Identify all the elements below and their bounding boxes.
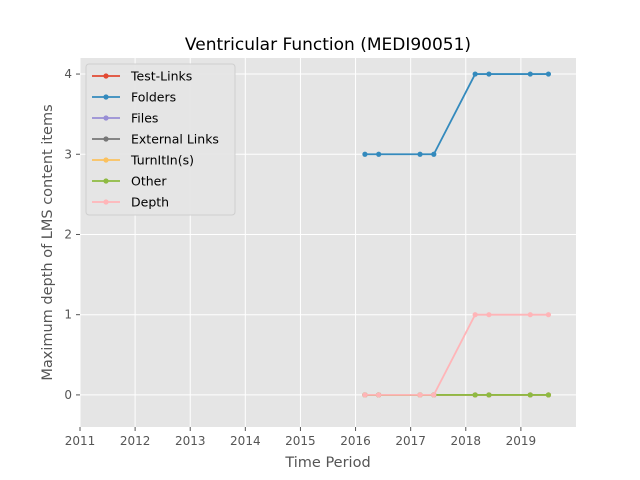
legend-swatch-marker bbox=[103, 73, 109, 79]
data-point-depth bbox=[431, 392, 437, 398]
data-point-depth bbox=[362, 392, 368, 398]
data-point-depth bbox=[376, 392, 382, 398]
data-point-other bbox=[527, 392, 533, 398]
data-point-folders bbox=[486, 71, 492, 77]
legend-label: Other bbox=[131, 174, 167, 189]
y-tick-label: 1 bbox=[64, 308, 72, 322]
x-axis-label: Time Period bbox=[284, 455, 370, 471]
legend-swatch-marker bbox=[103, 199, 109, 205]
x-tick-label: 2018 bbox=[451, 434, 482, 448]
data-point-folders bbox=[527, 71, 533, 77]
data-point-folders bbox=[431, 151, 437, 157]
series-folders bbox=[362, 71, 552, 157]
data-point-other bbox=[545, 392, 552, 398]
x-tick-label: 2015 bbox=[285, 434, 316, 448]
legend-frame bbox=[85, 63, 236, 216]
legend-swatch-marker bbox=[103, 178, 109, 184]
x-tick-label: 2017 bbox=[395, 434, 426, 448]
legend-entry-folders: Folders bbox=[92, 90, 176, 105]
x-tick-label: 2013 bbox=[175, 434, 206, 448]
data-point-other bbox=[486, 392, 492, 398]
data-point-depth bbox=[486, 312, 492, 318]
axes: 2011 2012 2013 2014 2015 2016 2017 2018 2019 0 1 2 3… bbox=[64, 67, 536, 448]
data-point-depth bbox=[472, 312, 478, 318]
data-point-depth bbox=[527, 312, 533, 318]
y-axis-label: Maximum depth of LMS content items bbox=[40, 104, 56, 380]
chart-title: Ventricular Function (MEDI90051) bbox=[185, 35, 471, 55]
data-point-other bbox=[472, 392, 478, 398]
data-point-depth bbox=[545, 312, 552, 318]
data-point-depth bbox=[417, 392, 423, 398]
legend-label: TurnItIn(s) bbox=[130, 153, 194, 168]
x-tick-label: 2011 bbox=[65, 434, 96, 448]
data-point-folders bbox=[545, 71, 552, 77]
x-tick-label: 2012 bbox=[120, 434, 151, 448]
series-line-depth bbox=[364, 313, 549, 396]
series bbox=[362, 71, 552, 398]
legend-label: External Links bbox=[131, 132, 219, 147]
data-point-folders bbox=[362, 151, 368, 157]
legend-label: Test-Links bbox=[130, 69, 192, 84]
y-tick-label: 2 bbox=[64, 227, 72, 241]
y-tick-label: 0 bbox=[64, 388, 72, 402]
series-line-folders bbox=[364, 73, 549, 156]
data-point-folders bbox=[472, 71, 478, 77]
x-tick-label: 2016 bbox=[340, 434, 371, 448]
legend-swatch-marker bbox=[103, 157, 109, 163]
legend-swatch-marker bbox=[103, 94, 109, 100]
legend-entry-external-links: External Links bbox=[92, 132, 219, 147]
legend-swatch-marker bbox=[103, 136, 109, 142]
legend-swatch-marker bbox=[103, 115, 109, 121]
y-tick-label: 3 bbox=[64, 147, 72, 161]
legend-label: Folders bbox=[131, 90, 176, 105]
legend-entry-turnitin-s: TurnItIn(s) bbox=[92, 153, 194, 168]
legend-label: Depth bbox=[131, 195, 169, 210]
legend-entry-depth: Depth bbox=[92, 195, 169, 210]
x-tick-label: 2014 bbox=[230, 434, 261, 448]
legend-entry-files: Files bbox=[92, 111, 158, 126]
data-point-folders bbox=[417, 151, 423, 157]
legend-label: Files bbox=[131, 111, 158, 126]
legend-entry-test-links: Test-Links bbox=[92, 69, 192, 84]
series-depth bbox=[362, 312, 552, 398]
legend-entry-other: Other bbox=[92, 174, 167, 189]
y-tick-label: 4 bbox=[64, 67, 72, 81]
data-point-folders bbox=[376, 151, 382, 157]
x-tick-label: 2019 bbox=[506, 434, 537, 448]
legend: Test-Links Folders Files External Links Turn… bbox=[85, 63, 236, 216]
